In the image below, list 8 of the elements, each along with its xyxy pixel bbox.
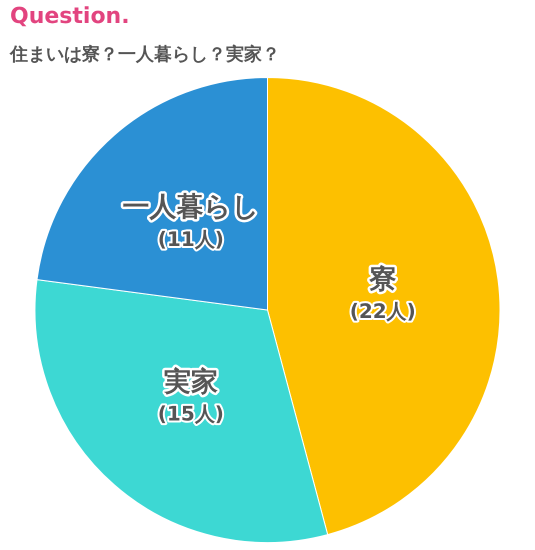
data-label: (11人)	[158, 226, 224, 251]
slice-label: 寮	[368, 264, 396, 295]
chart-title: Question.	[10, 4, 130, 29]
slice-label: 実家	[162, 366, 218, 398]
slice-label: 一人暮らし	[122, 192, 260, 223]
chart-subtitle: 住まいは寮？一人暮らし？実家？	[10, 43, 280, 66]
data-label: (22人)	[350, 299, 416, 324]
data-label: (15人)	[158, 402, 224, 426]
